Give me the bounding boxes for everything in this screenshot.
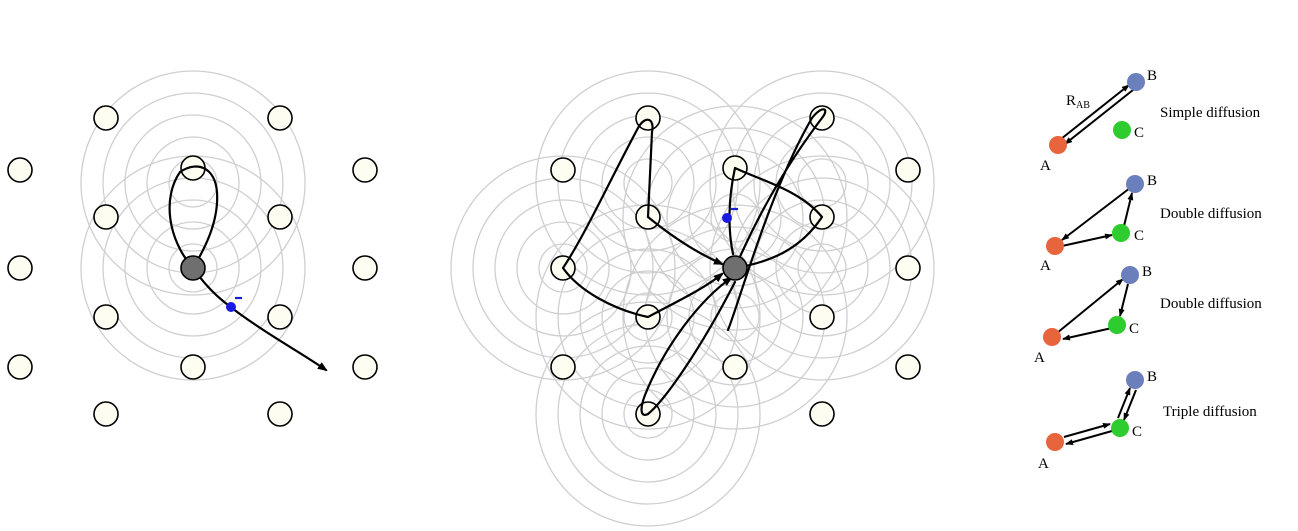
concentric-rings-network [450,70,935,527]
atom-A [1043,328,1061,346]
ring [709,155,935,381]
atom-C [1113,121,1131,139]
label-C: C [1129,321,1139,337]
ring [557,92,739,274]
ring [601,367,695,461]
label-A: A [1040,258,1051,274]
caption-double-diffusion-1: Double diffusion [1160,206,1262,222]
atom-A [1049,136,1067,154]
label-B: B [1147,369,1157,385]
path-upper-left [646,215,724,266]
path-right [728,166,824,270]
occupied-site [180,255,206,281]
label-B: B [1147,173,1157,189]
ring [494,199,632,337]
atom-C [1112,224,1130,242]
ring [535,301,761,527]
atom-B [1126,371,1144,389]
occupied-site [722,255,748,281]
ring [775,221,869,315]
atom-B [1121,266,1139,284]
label-B: B [1142,264,1152,280]
label-A: A [1040,158,1051,174]
ring [601,270,695,364]
legend-row-triple: A B C Triple diffusion [1038,369,1257,472]
label-B: B [1147,68,1157,84]
ring [622,204,848,430]
ring [666,248,804,386]
hop-loop [168,165,219,270]
label-A: A [1034,350,1045,366]
panel-multi-hop [450,70,935,527]
ring [579,114,717,252]
path-bottom-left [640,276,733,416]
ring [450,155,676,381]
ring [710,292,760,342]
atom-A [1046,433,1064,451]
ring [710,193,760,243]
ring [579,345,717,483]
electron-dot [722,213,732,223]
ring [666,149,804,287]
path-top-left [561,118,724,319]
label-C: C [1132,424,1142,440]
ring [797,243,847,293]
legend-row-double-1: A B C Double diffusion [1040,173,1262,274]
atom-A [1046,237,1064,255]
atom-C [1111,419,1129,437]
ring [753,114,891,252]
distance-label: RAB [1066,93,1090,111]
ring [622,105,848,331]
legend-row-double-2: A B C Double diffusion [1034,264,1262,366]
caption-triple-diffusion: Triple diffusion [1163,404,1257,420]
caption-simple-diffusion: Simple diffusion [1160,105,1261,121]
path-bottom-return [646,280,737,416]
atom-B [1126,175,1144,193]
ring [516,221,610,315]
label-A: A [1038,456,1049,472]
lattice-sites-left [7,105,378,427]
label-C: C [1134,125,1144,141]
label-C: C [1134,228,1144,244]
atom-C [1108,316,1126,334]
panel-single-hop [7,70,378,427]
escape-trajectory [191,266,328,372]
legend-row-simple: A B C RAB Simple diffusion [1040,68,1261,174]
diffusion-legend: A B C RAB Simple diffusion A B C Double … [1034,68,1262,472]
caption-double-diffusion-2: Double diffusion [1160,296,1262,312]
electron-dot [226,302,236,312]
atom-B [1127,73,1145,91]
ring [753,199,891,337]
